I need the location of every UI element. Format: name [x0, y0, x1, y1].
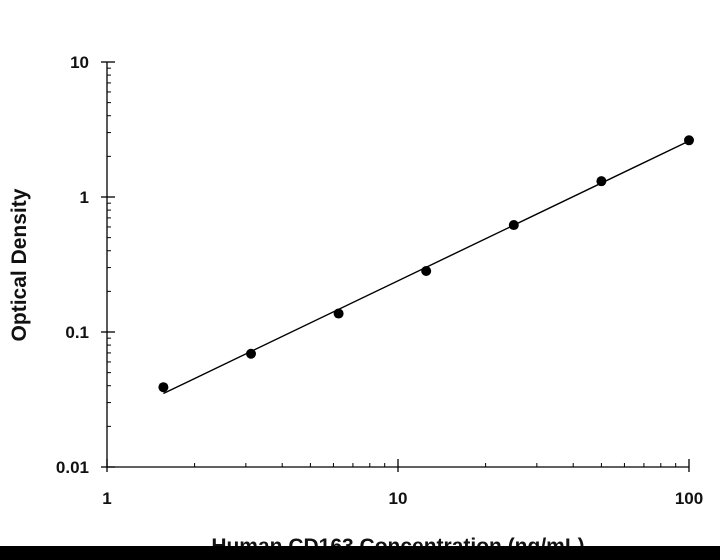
tick-labels: 0.01 0.1 1 10 1 10 100	[56, 53, 703, 508]
y-axis-label: Optical Density	[8, 188, 31, 341]
data-point	[684, 135, 694, 146]
data-point	[508, 220, 519, 231]
minor-ticks	[107, 67, 677, 467]
data-points	[158, 135, 694, 393]
data-point	[246, 348, 257, 359]
x-tick-label: 1	[102, 489, 111, 508]
y-tick-label: 0.01	[56, 458, 89, 477]
data-point	[158, 382, 169, 393]
data-point	[421, 266, 432, 277]
data-point	[333, 308, 344, 319]
bottom-band	[0, 546, 720, 560]
y-tick-label: 1	[80, 188, 89, 207]
axes	[101, 61, 690, 472]
x-tick-label: 10	[389, 489, 408, 508]
y-tick-label: 0.1	[65, 323, 89, 342]
y-tick-label: 10	[70, 53, 89, 72]
data-point	[596, 176, 607, 187]
x-tick-label: 100	[675, 489, 703, 508]
